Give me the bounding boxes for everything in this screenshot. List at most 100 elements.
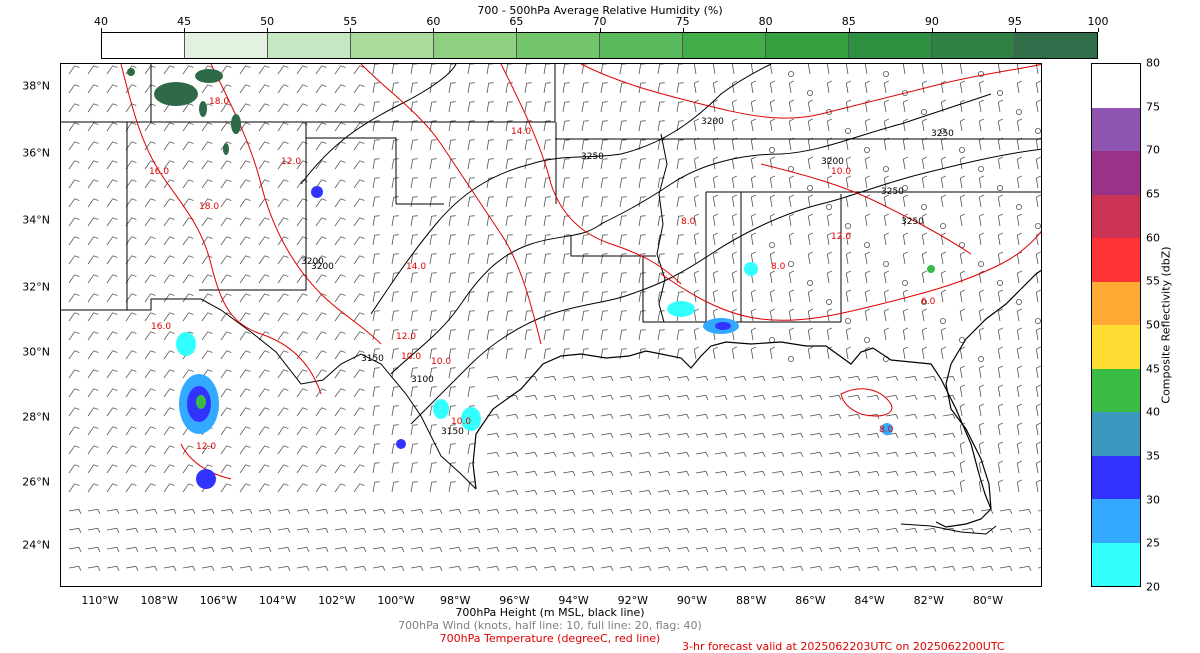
wind-barb <box>372 367 380 379</box>
wind-barb <box>864 251 870 265</box>
wind-barb <box>144 565 158 571</box>
reflectivity-colorbar-segment <box>1092 412 1140 456</box>
wind-barb <box>885 489 899 495</box>
humidity-tick-mark <box>184 28 186 32</box>
wind-barb <box>334 445 346 455</box>
wind-barb <box>1037 548 1041 550</box>
wind-barb <box>239 388 251 398</box>
wind-barb <box>750 118 756 132</box>
wind-barb <box>315 293 327 303</box>
reflectivity-colorbar-segment <box>1092 281 1140 325</box>
wind-barb <box>87 445 99 455</box>
wind-barb <box>87 565 101 571</box>
wind-barb <box>921 156 927 170</box>
calm-wind-marker <box>1035 318 1041 324</box>
wind-barb <box>1035 346 1041 360</box>
wind-barb <box>296 84 308 94</box>
contour-labels: 3200320032503250315031003200325031503200… <box>149 97 954 452</box>
wind-barb <box>524 451 538 457</box>
wind-barb <box>940 327 946 341</box>
wind-barb <box>866 375 880 381</box>
wind-barb <box>638 489 652 495</box>
wind-barb <box>790 413 804 419</box>
wind-barb <box>921 346 927 360</box>
wind-barb <box>731 346 737 360</box>
wind-barb <box>581 375 595 381</box>
wind-barb <box>163 65 175 75</box>
wind-barb <box>524 394 538 400</box>
wind-barb <box>467 234 475 246</box>
temperature-contour <box>840 388 893 417</box>
wind-barb <box>600 120 608 132</box>
wind-barb <box>771 489 785 495</box>
wind-barb <box>296 65 308 75</box>
wind-barb <box>904 432 918 438</box>
wind-barb <box>693 270 699 284</box>
wind-barb <box>543 527 557 533</box>
reflectivity-tick-label: 60 <box>1146 231 1160 245</box>
wind-barb <box>600 375 614 381</box>
wind-barb <box>657 508 671 514</box>
wind-barb <box>638 234 646 246</box>
wind-barb <box>638 432 652 438</box>
wind-barb <box>182 293 194 303</box>
wind-barb <box>619 101 627 113</box>
wind-barb <box>923 394 937 400</box>
wind-barb <box>978 270 984 284</box>
wind-barb <box>220 141 232 151</box>
wind-barb <box>750 137 756 151</box>
wind-barb <box>296 483 308 493</box>
wind-barb <box>826 137 832 151</box>
wind-barb <box>163 565 177 571</box>
wind-barb <box>410 481 418 493</box>
wind-barb <box>182 565 196 571</box>
wind-barb <box>486 546 500 552</box>
wind-barb <box>296 508 310 514</box>
wind-barb <box>750 99 756 113</box>
wind-barb <box>106 483 118 493</box>
height-contour-label: 3250 <box>881 187 904 197</box>
wind-barb <box>125 565 139 571</box>
humidity-tick-label: 45 <box>177 15 192 28</box>
wind-barb <box>315 103 327 113</box>
wind-barb <box>467 546 481 552</box>
wind-barb <box>695 432 709 438</box>
wind-barb <box>410 546 424 552</box>
wind-barb <box>372 348 380 360</box>
wind-barb <box>1016 441 1022 455</box>
wind-barb <box>277 255 289 265</box>
wind-barb <box>87 407 99 417</box>
wind-barb <box>885 508 899 514</box>
wind-barb <box>638 177 646 189</box>
wind-barb <box>220 160 232 170</box>
wind-barb <box>883 308 889 322</box>
reflectivity-tick-label: 50 <box>1146 318 1160 332</box>
wind-barb <box>68 236 80 246</box>
wind-barb <box>334 217 346 227</box>
wind-barb <box>904 527 918 533</box>
wind-barb <box>87 388 99 398</box>
wind-barb <box>750 308 756 322</box>
wind-barb <box>600 64 608 75</box>
wind-barb <box>790 489 804 495</box>
wind-barb <box>847 413 861 419</box>
wind-barb <box>997 232 1003 246</box>
wind-barb <box>997 194 1003 208</box>
wind-barb <box>676 451 690 457</box>
wind-barb <box>315 141 327 151</box>
wind-barb <box>201 84 213 94</box>
wind-barb <box>410 234 418 246</box>
wind-barb <box>486 64 494 75</box>
wind-barb <box>277 388 289 398</box>
wind-barb <box>562 489 576 495</box>
wind-barb <box>657 546 671 552</box>
wind-barb <box>733 394 747 400</box>
wind-barb <box>978 194 984 208</box>
wind-barb <box>505 139 513 151</box>
wind-barb <box>239 508 253 514</box>
calm-wind-marker <box>959 336 966 343</box>
wind-barb <box>315 160 327 170</box>
wind-barb <box>353 426 365 436</box>
wind-barb <box>486 394 500 400</box>
wind-barb <box>638 139 646 151</box>
